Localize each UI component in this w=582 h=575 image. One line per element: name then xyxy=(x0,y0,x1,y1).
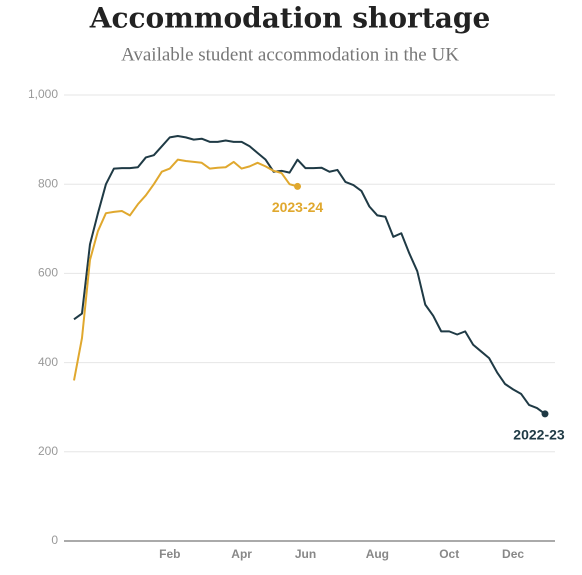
series-label: 2023-24 xyxy=(272,199,324,215)
y-tick-label: 800 xyxy=(38,176,58,190)
line xyxy=(73,158,298,381)
x-tick-label: Aug xyxy=(366,547,389,561)
end-point xyxy=(541,410,549,418)
line xyxy=(73,135,546,415)
y-tick-label: 400 xyxy=(38,355,58,369)
x-tick-label: Feb xyxy=(159,547,180,561)
end-point xyxy=(294,182,302,190)
y-tick-label: 0 xyxy=(51,533,58,547)
chart-subtitle: Available student accommodation in the U… xyxy=(121,44,459,65)
chart-title: Accommodation shortage xyxy=(89,2,491,35)
series-label: 2022-23 xyxy=(513,427,565,443)
x-tick-label: Apr xyxy=(231,547,252,561)
y-tick-label: 200 xyxy=(38,444,58,458)
x-tick-label: Oct xyxy=(439,547,459,561)
x-tick-label: Jun xyxy=(295,547,316,561)
y-tick-label: 1,000 xyxy=(28,87,58,101)
y-tick-label: 600 xyxy=(38,266,58,280)
x-tick-label: Dec xyxy=(502,547,524,561)
